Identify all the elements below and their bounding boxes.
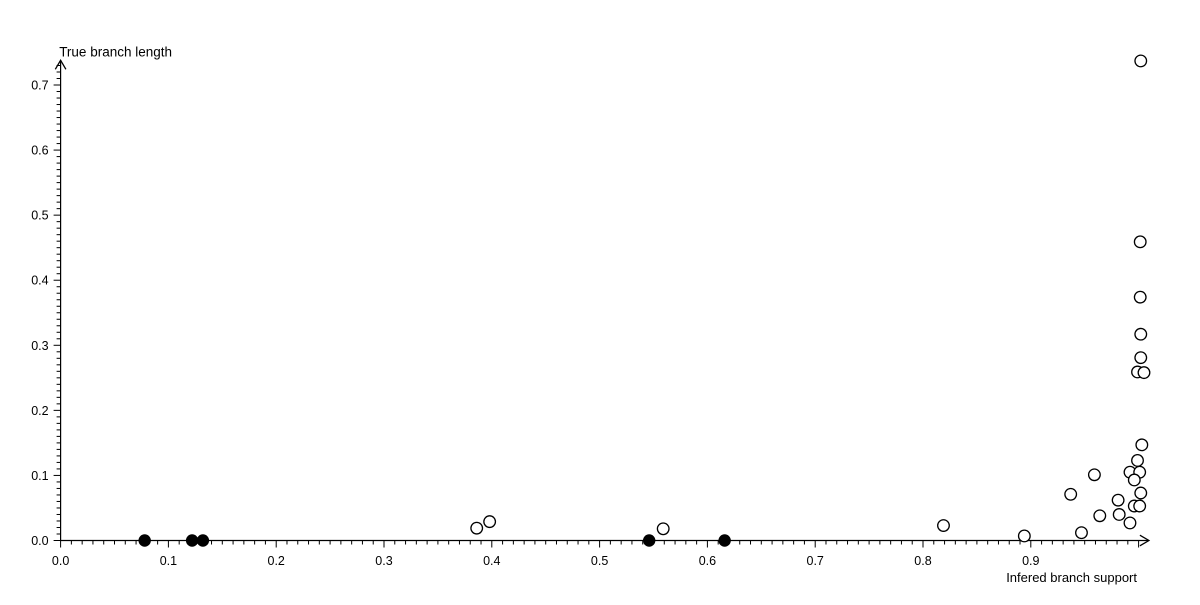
svg-text:0.0: 0.0: [52, 554, 69, 568]
svg-text:True branch length: True branch length: [59, 44, 172, 59]
svg-text:0.7: 0.7: [31, 79, 48, 93]
svg-text:0.1: 0.1: [160, 554, 177, 568]
svg-text:0.2: 0.2: [31, 404, 48, 418]
svg-text:0.4: 0.4: [31, 274, 48, 288]
svg-text:0.5: 0.5: [31, 209, 48, 223]
svg-text:0.3: 0.3: [31, 339, 48, 353]
svg-text:0.4: 0.4: [483, 554, 500, 568]
svg-text:Infered branch support: Infered branch support: [1006, 570, 1137, 585]
svg-text:0.2: 0.2: [268, 554, 285, 568]
svg-text:0.1: 0.1: [31, 469, 48, 483]
svg-text:0.3: 0.3: [375, 554, 392, 568]
svg-text:0.8: 0.8: [914, 554, 931, 568]
svg-text:0.5: 0.5: [591, 554, 608, 568]
svg-text:0.6: 0.6: [31, 144, 48, 158]
svg-text:0.9: 0.9: [1022, 554, 1039, 568]
svg-text:0.0: 0.0: [31, 534, 48, 548]
svg-text:0.7: 0.7: [807, 554, 824, 568]
svg-text:0.6: 0.6: [699, 554, 716, 568]
